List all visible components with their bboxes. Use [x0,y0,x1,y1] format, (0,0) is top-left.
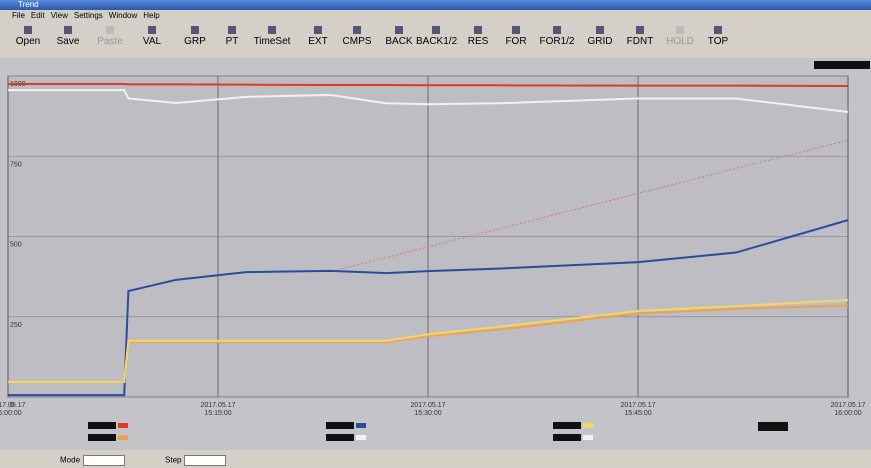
button-icon [314,26,322,34]
x-tick-label: 2017.05.17 15:45:00 [620,402,655,417]
toolbar-button[interactable]: CMPS [337,22,377,47]
button-label: FOR1/2 [539,36,575,47]
y-tick-label: 750 [10,161,22,168]
button-label: TimeSet [253,36,291,47]
button-icon [106,26,114,34]
button-icon [64,26,72,34]
toolbar-button[interactable]: RES [458,22,498,47]
y-tick-label: 0 [10,402,14,409]
series-line [329,139,849,273]
button-label: GRID [587,36,613,47]
button-label: FDNT [626,36,654,47]
y-tick-label: 250 [10,322,22,329]
toolbar-button[interactable]: BACK [379,22,419,47]
dropdown[interactable] [83,454,126,466]
button-icon [512,26,520,34]
toolbar-button[interactable]: EXT [298,22,338,47]
chart: 025050075010002017.05.1715:00:002017.05.… [0,58,871,450]
status-bar: Mode Step [0,452,871,468]
button-icon [395,26,403,34]
toolbar-button[interactable]: BACK1/2 [416,22,458,47]
dropdown[interactable] [184,454,227,466]
button-label: RES [467,36,489,47]
toolbar-button[interactable]: VAL [132,22,172,47]
button-label: CMPS [342,36,372,47]
button-icon [636,26,644,34]
toolbar-button[interactable]: FDNT [620,22,660,47]
button-icon [432,26,440,34]
button-label: PT [225,36,239,47]
button-label: Open [15,36,41,47]
toolbar-button[interactable]: TimeSet [252,22,292,47]
button-label: GRP [184,36,206,47]
toolbar-button[interactable]: PT [212,22,252,47]
toolbar: Open Save Paste VAL GRP PT TimeSet EXT CMPS BACK B… [0,22,871,59]
title-bar: Trend [0,0,871,10]
toolbar-button[interactable]: FOR1/2 [537,22,577,47]
x-tick-label: 2017.05.17 16:00:00 [830,402,865,417]
button-label: FOR [505,36,527,47]
status-field: Step [165,454,227,466]
legend-area [88,422,788,441]
status-label: Step [165,455,182,465]
button-icon [553,26,561,34]
button-icon [228,26,236,34]
button-icon [676,26,684,34]
button-icon [353,26,361,34]
button-label: EXT [308,36,328,47]
button-icon [268,26,276,34]
menu-item[interactable]: Help [143,11,160,20]
menu-bar: File Edit View Settings Window Help [0,10,871,21]
menu-item[interactable]: Edit [30,11,45,20]
menu-item[interactable]: Settings [73,11,103,20]
series-line [8,219,849,397]
toolbar-button[interactable]: TOP [698,22,738,47]
toolbar-button: HOLD [660,22,700,47]
series-line [8,299,849,383]
series-line [8,89,849,113]
series-line [8,83,849,87]
button-label: VAL [142,36,162,47]
x-tick-label: 2017.05.17 15:30:00 [410,402,445,417]
button-label: HOLD [666,36,694,47]
button-icon [24,26,32,34]
status-field: Mode [60,454,126,466]
button-label: BACK1/2 [416,36,458,47]
x-tick-label: 2017.05.17 15:15:00 [200,402,235,417]
toolbar-button[interactable]: GRP [175,22,215,47]
menu-item[interactable]: View [50,11,68,20]
toolbar-button[interactable]: GRID [580,22,620,47]
button-icon [191,26,199,34]
y-tick-label: 500 [10,242,22,249]
button-label: TOP [707,36,729,47]
toolbar-button[interactable]: Open [8,22,48,47]
toolbar-button[interactable]: Save [48,22,88,47]
button-icon [596,26,604,34]
menu-item[interactable]: File [12,11,25,20]
button-icon [474,26,482,34]
toolbar-button: Paste [90,22,130,47]
status-label: Mode [60,455,81,465]
button-icon [714,26,722,34]
menu-item[interactable]: Window [108,11,138,20]
button-label: Paste [97,36,123,47]
button-label: BACK [385,36,413,47]
toolbar-button[interactable]: FOR [496,22,536,47]
time-box [814,61,870,69]
button-icon [148,26,156,34]
button-label: Save [56,36,80,47]
